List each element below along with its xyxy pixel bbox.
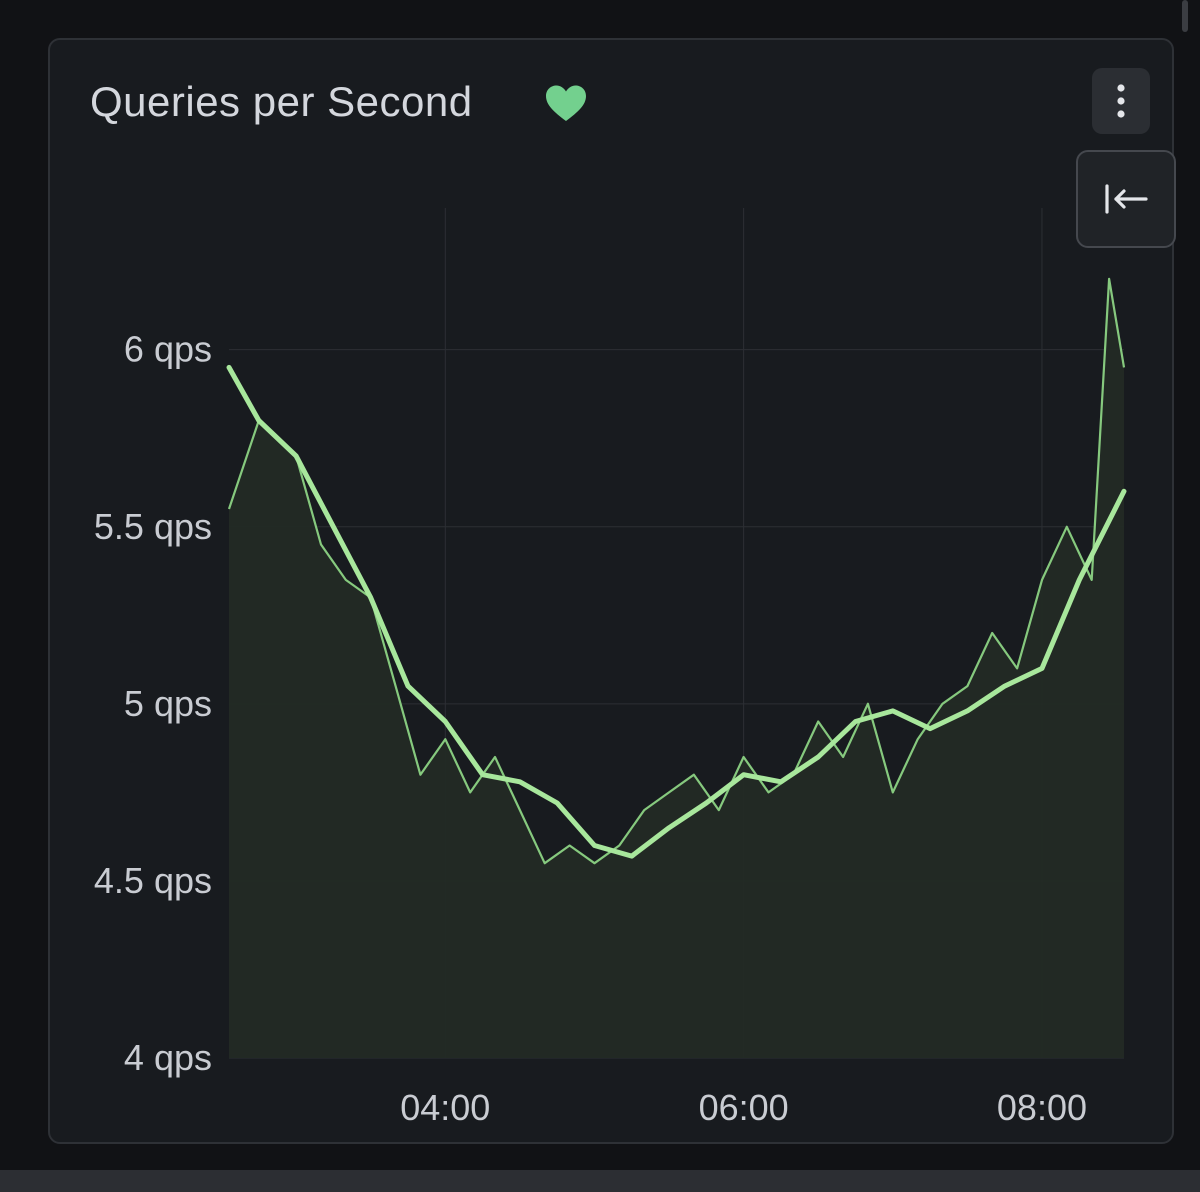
y-tick-label: 4.5 qps (94, 860, 212, 901)
series-line-raw (227, 277, 1126, 865)
panel-title: Queries per Second (90, 78, 473, 125)
y-tick-label: 4 qps (124, 1037, 212, 1078)
series-area-fill (229, 278, 1124, 1058)
x-tick-label: 04:00 (400, 1087, 490, 1128)
kebab-menu-icon (1117, 84, 1125, 118)
arrow-left-to-bar-icon (1105, 184, 1148, 214)
bottom-bar (0, 1170, 1200, 1192)
heart-icon (546, 85, 586, 121)
y-tick-label: 6 qps (124, 329, 212, 370)
x-tick-label: 06:00 (699, 1087, 789, 1128)
series-line-smoothed (226, 364, 1127, 859)
collapse-panel-button[interactable] (1076, 150, 1176, 248)
window-scrollbar[interactable] (1182, 0, 1188, 32)
y-tick-label: 5 qps (124, 683, 212, 724)
panel-menu-button[interactable] (1092, 68, 1150, 134)
y-tick-label: 5.5 qps (94, 506, 212, 547)
x-tick-label: 08:00 (997, 1087, 1087, 1128)
